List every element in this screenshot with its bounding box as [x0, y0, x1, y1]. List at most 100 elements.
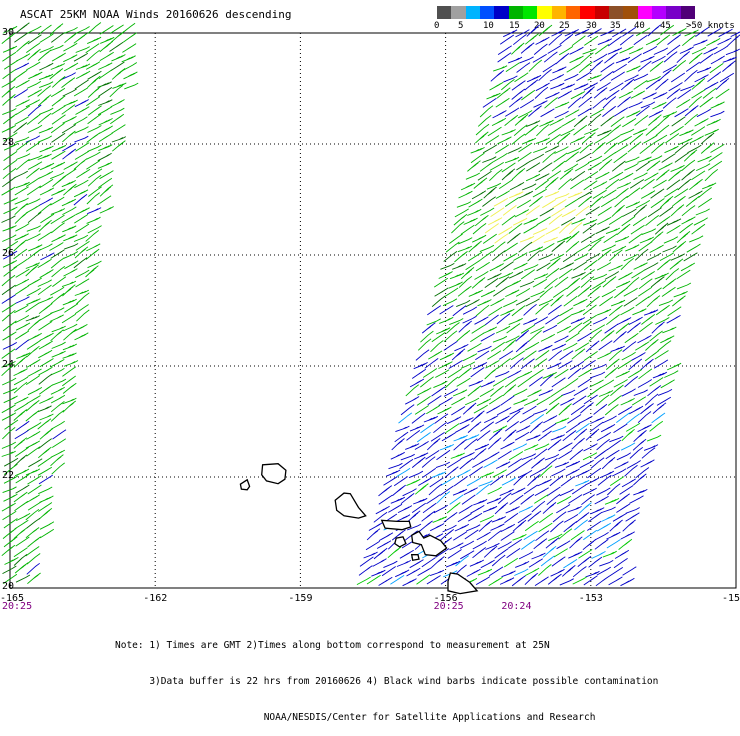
wind-barb	[650, 245, 664, 253]
wind-barb	[633, 489, 647, 495]
wind-barb	[579, 416, 593, 424]
wind-barb	[659, 300, 673, 306]
wind-barb	[624, 288, 638, 296]
wind-barb	[2, 216, 16, 223]
wind-barb	[669, 83, 683, 91]
wind-barb	[491, 298, 505, 306]
wind-barb	[489, 567, 503, 576]
wind-barb	[573, 262, 587, 271]
wind-barb	[538, 564, 551, 575]
wind-barb	[657, 35, 670, 45]
wind-barb	[464, 488, 478, 495]
wind-barb	[40, 214, 54, 223]
wind-barb	[459, 276, 472, 287]
wind-barb	[583, 49, 597, 55]
wind-barb	[586, 429, 599, 440]
wind-barb	[488, 127, 502, 136]
wind-barb	[397, 560, 411, 566]
wind-barb	[470, 560, 484, 566]
wind-barb	[395, 426, 409, 432]
wind-barb	[536, 304, 549, 315]
wind-barb	[507, 233, 520, 243]
wind-barb	[473, 499, 487, 505]
wind-barb	[681, 263, 695, 271]
wind-barb	[440, 444, 454, 450]
wind-barb	[551, 208, 565, 217]
wind-barb	[682, 206, 695, 216]
wind-barb	[87, 193, 100, 204]
wind-barb	[501, 79, 514, 90]
wind-barb	[52, 53, 66, 61]
wind-barb	[462, 495, 475, 505]
wind-barb	[626, 111, 640, 118]
wind-barb	[680, 223, 693, 233]
wind-barb	[50, 243, 64, 251]
wind-barb	[560, 263, 574, 270]
wind-barb	[597, 263, 611, 271]
wind-barb	[2, 177, 15, 187]
wind-barb	[15, 224, 29, 232]
wind-barb	[379, 495, 393, 504]
wind-barb	[694, 218, 708, 226]
wind-barb	[570, 47, 584, 54]
wind-barb	[2, 79, 16, 87]
wind-barb	[696, 164, 710, 171]
wind-barb	[87, 133, 100, 143]
wind-barb	[64, 63, 78, 71]
wind-barb	[40, 188, 54, 195]
wind-barb	[547, 487, 561, 496]
wind-barb	[524, 265, 538, 271]
wind-barb	[475, 317, 489, 325]
wind-barb	[696, 209, 710, 215]
wind-barb	[472, 278, 485, 289]
wind-barb	[473, 362, 487, 369]
wind-barb	[484, 416, 498, 423]
wind-barb	[521, 270, 535, 279]
wind-barb	[478, 346, 492, 352]
wind-barb	[418, 339, 431, 351]
wind-barb	[51, 450, 65, 457]
wind-barb	[65, 32, 78, 43]
wind-barb	[432, 296, 445, 307]
wind-barb	[689, 191, 703, 199]
wind-barb	[63, 353, 77, 358]
wind-barb	[2, 503, 16, 511]
wind-barb	[618, 360, 632, 369]
wind-barb	[455, 524, 469, 531]
wind-barb	[671, 205, 684, 216]
wind-barb	[410, 425, 424, 431]
wind-barb	[497, 407, 511, 415]
wind-barb	[560, 34, 573, 44]
wind-barb	[611, 117, 624, 127]
wind-barb	[629, 102, 643, 108]
wind-barb	[76, 279, 90, 287]
wind-barb	[467, 209, 481, 215]
wind-barb	[38, 50, 51, 61]
wind-barb	[14, 554, 27, 565]
wind-barb	[454, 251, 467, 262]
wind-barb	[604, 234, 618, 243]
wind-barb	[28, 155, 42, 161]
wind-barb	[720, 73, 734, 82]
wind-barb	[541, 243, 555, 251]
wind-barb	[495, 371, 509, 377]
wind-barb	[100, 37, 114, 43]
wind-barb	[653, 180, 667, 188]
wind-barb	[571, 531, 585, 540]
wind-barb	[403, 579, 417, 586]
wind-barb	[608, 36, 621, 46]
wind-barb	[619, 272, 633, 279]
wind-barb	[405, 397, 419, 405]
wind-barb	[536, 531, 549, 541]
wind-barb	[27, 447, 41, 457]
wind-barb	[593, 274, 607, 280]
wind-barb	[645, 394, 658, 405]
wind-barb	[62, 105, 75, 115]
wind-barb	[38, 350, 52, 358]
wind-barb	[576, 244, 590, 252]
wind-barb	[39, 127, 53, 133]
wind-barb	[495, 549, 509, 559]
wind-barb	[538, 431, 551, 441]
wind-barb	[98, 63, 112, 70]
wind-barb	[666, 269, 679, 280]
